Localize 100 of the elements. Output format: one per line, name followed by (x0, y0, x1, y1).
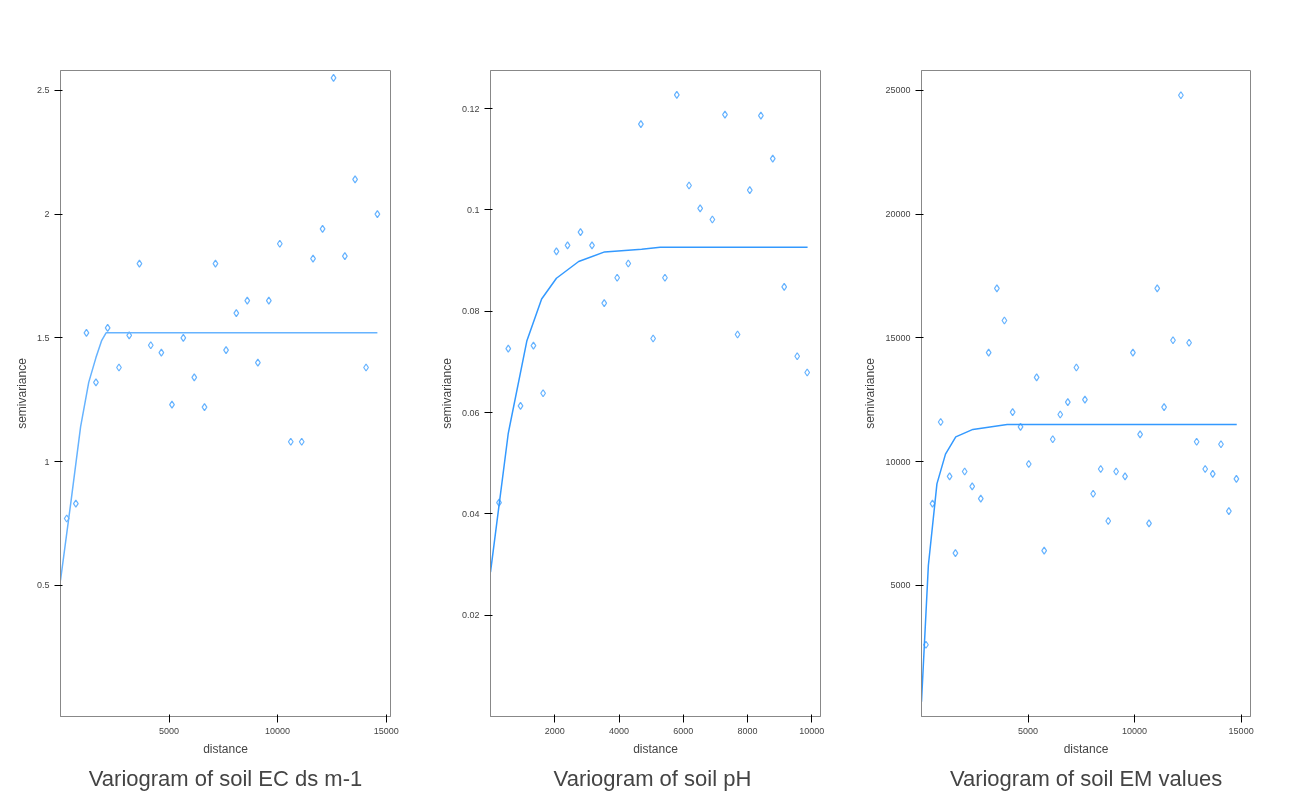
point (769, 154, 776, 163)
point (147, 341, 154, 350)
x-tick-label: 8000 (737, 725, 758, 736)
point (697, 204, 704, 213)
y-axis-title: semivariance (14, 357, 29, 429)
point (746, 185, 753, 195)
point (969, 482, 976, 491)
y-tick-label: 20000 (885, 209, 911, 220)
point (72, 499, 79, 508)
x-axis-title: distance (1063, 741, 1109, 756)
x-tick-label: 5000 (1018, 725, 1039, 736)
point (757, 111, 764, 120)
point (1033, 373, 1040, 382)
y-tick-label: 5000 (890, 580, 911, 591)
line-series (490, 246, 809, 573)
y-tick-label: 1.5 (36, 332, 50, 343)
point (1193, 437, 1200, 446)
point (637, 120, 644, 129)
text: Variogram of soil pH (553, 765, 752, 791)
point (709, 215, 716, 224)
y-tick-label: 0.04 (461, 508, 480, 519)
point (287, 437, 294, 446)
point (1064, 398, 1071, 407)
x-tick-label: 15000 (1228, 725, 1254, 736)
y-tick-label: 0.06 (461, 407, 480, 418)
y-tick-label: 25000 (885, 85, 911, 96)
x-tick-label: 2000 (544, 725, 565, 736)
point (577, 228, 584, 237)
x-tick-label: 4000 (609, 725, 630, 736)
point (1105, 516, 1112, 526)
point (1209, 469, 1216, 479)
point (952, 549, 959, 558)
y-tick-label: 2 (44, 209, 50, 220)
point (1090, 489, 1097, 498)
point (1057, 410, 1064, 419)
y-tick-label: 0.12 (461, 103, 480, 114)
y-axis-title: semivariance (863, 357, 878, 429)
point (1041, 546, 1048, 555)
point (1113, 467, 1120, 476)
point (804, 368, 811, 377)
point (553, 247, 560, 256)
point (1025, 459, 1032, 469)
y-tick-label: 0.5 (36, 580, 50, 591)
x-tick-label: 5000 (159, 725, 180, 736)
point (201, 403, 208, 412)
point (993, 284, 1000, 293)
point (614, 273, 621, 282)
y-tick-label: 1 (44, 456, 50, 467)
point (212, 259, 219, 268)
y-axis-title: semivariance (439, 357, 454, 429)
point (985, 348, 992, 357)
point (564, 241, 571, 250)
point (1049, 435, 1056, 444)
point (1009, 407, 1016, 417)
point (298, 437, 305, 446)
point (1129, 348, 1136, 357)
point (1154, 284, 1161, 293)
point (180, 333, 187, 342)
text: Variogram of soil EC ds m-1 (88, 765, 363, 791)
x-tick-label: 10000 (1122, 725, 1148, 736)
point (1186, 338, 1193, 347)
point (977, 494, 984, 503)
x-axis-title: distance (203, 741, 249, 756)
y-tick-label: 0.02 (461, 610, 480, 621)
point (233, 308, 240, 318)
point (530, 341, 537, 350)
point (136, 259, 143, 268)
y-tick-label: 0.1 (466, 204, 480, 215)
point (505, 344, 512, 353)
point (352, 175, 359, 184)
point (1225, 506, 1232, 516)
point (158, 348, 165, 357)
point (734, 330, 741, 339)
x-tick-label: 10000 (799, 725, 825, 736)
y-tick-label: 10000 (885, 456, 911, 467)
text: Variogram of soil EM values (949, 765, 1223, 791)
point (276, 239, 283, 248)
point (254, 358, 261, 367)
point (1137, 430, 1144, 439)
point (650, 334, 657, 343)
point (83, 328, 90, 337)
point (374, 209, 381, 219)
x-tick-label: 10000 (265, 725, 291, 736)
point (625, 259, 632, 268)
point (673, 90, 680, 99)
y-tick-label: 2.5 (36, 85, 50, 96)
point (1233, 474, 1240, 483)
point (794, 352, 801, 361)
point (265, 296, 272, 305)
point (937, 417, 944, 427)
point (319, 224, 326, 234)
point (1177, 91, 1184, 100)
y-tick-label: 15000 (885, 332, 911, 343)
point (540, 389, 547, 398)
point (330, 73, 337, 83)
point (104, 323, 111, 333)
point (946, 472, 953, 481)
x-tick-label: 6000 (673, 725, 694, 736)
point (517, 401, 524, 411)
point (341, 252, 348, 261)
